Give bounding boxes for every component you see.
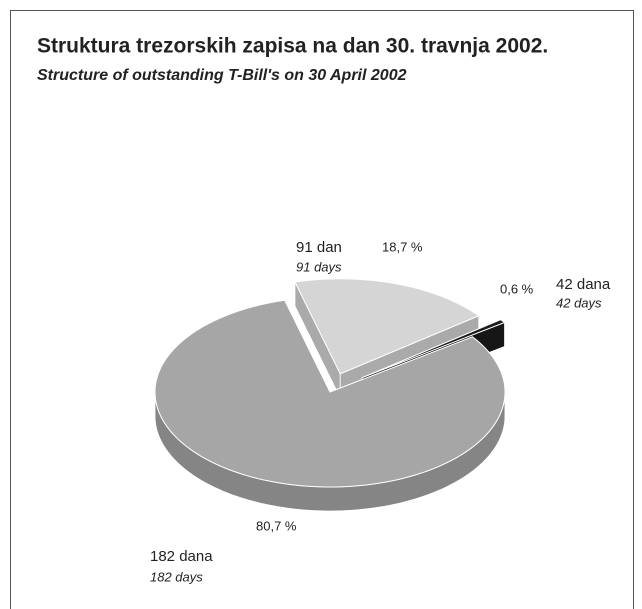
frame [10,10,634,609]
category-label: 91 dan [296,239,342,256]
value-label: 18,7 % [382,239,423,254]
category-label-en: 91 days [296,259,342,274]
slice [294,278,480,375]
category-label: 182 dana [150,548,213,565]
category-label-en: 182 days [150,569,203,584]
category-label: 42 dana [556,276,611,293]
category-label-en: 42 days [556,295,602,310]
slice [154,299,506,488]
slice [361,319,506,379]
value-label: 80,7 % [256,518,297,533]
chart-title: Struktura trezorskih zapisa na dan 30. t… [37,35,548,58]
value-label: 0,6 % [500,281,534,296]
chart-subtitle: Structure of outstanding T-Bill's on 30 … [37,67,407,84]
